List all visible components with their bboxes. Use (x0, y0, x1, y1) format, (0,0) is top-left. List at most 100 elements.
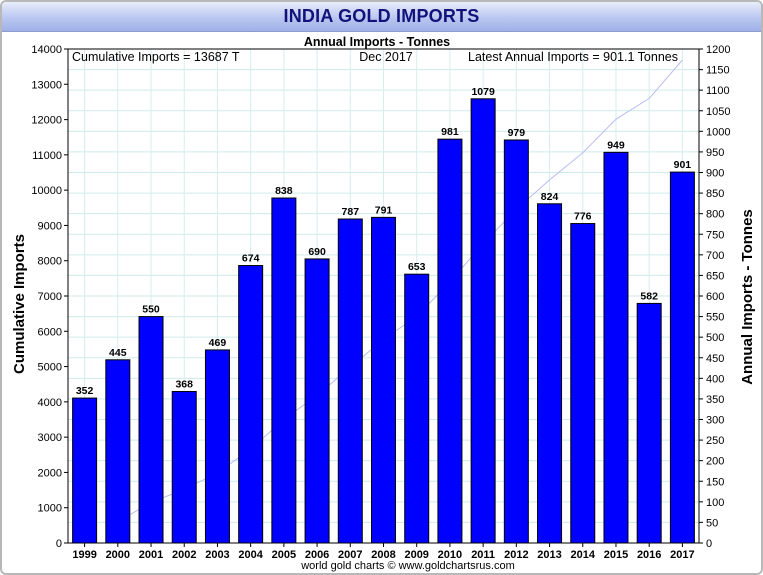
left-tick-label: 4000 (38, 397, 62, 409)
x-tick-label: 2014 (571, 549, 596, 561)
data-label-2012: 979 (508, 127, 526, 139)
data-label-2015: 949 (607, 139, 625, 151)
right-tick-label: 150 (706, 476, 724, 488)
bar-2009 (404, 273, 430, 544)
bar-2010 (437, 138, 463, 544)
data-label-2010: 981 (441, 126, 459, 138)
header-date: Dec 2017 (359, 50, 413, 64)
right-tick-label: 850 (706, 188, 724, 200)
right-tick-label: 750 (706, 229, 724, 241)
data-label-2005: 838 (275, 185, 293, 197)
right-tick-label: 1000 (706, 126, 730, 138)
bar-2016 (636, 302, 662, 544)
data-label-2004: 674 (242, 253, 260, 265)
data-label-2002: 368 (175, 379, 193, 391)
right-tick-label: 500 (706, 332, 724, 344)
x-tick-label: 2017 (670, 549, 694, 561)
right-tick-label: 200 (706, 456, 724, 468)
bar-2005 (271, 197, 297, 544)
data-label-2003: 469 (209, 337, 227, 349)
left-tick-label: 9000 (38, 220, 62, 232)
right-axis-label: Annual Imports - Tonnes (739, 209, 756, 385)
left-tick-label: 8000 (38, 256, 62, 268)
data-label-1999: 352 (76, 385, 94, 397)
right-tick-label: 1100 (706, 85, 730, 97)
data-label-2013: 824 (541, 191, 559, 203)
bar-2002 (171, 391, 197, 544)
left-tick-label: 14000 (31, 44, 62, 56)
header-cumulative-imports: Cumulative Imports = 13687 T (72, 50, 240, 64)
bar-2012 (503, 139, 529, 544)
right-tick-label: 1150 (706, 65, 730, 77)
data-label-2011: 1079 (471, 86, 495, 98)
left-tick-label: 3000 (38, 432, 62, 444)
left-tick-label: 2000 (38, 467, 62, 479)
right-tick-label: 250 (706, 435, 724, 447)
right-tick-label: 50 (706, 517, 718, 529)
x-tick-label: 2005 (272, 549, 296, 561)
left-tick-label: 6000 (38, 326, 62, 338)
bar-1999 (72, 397, 98, 544)
bar-2008 (371, 216, 396, 544)
x-tick-label: 2003 (205, 549, 229, 561)
bar-2006 (304, 258, 330, 544)
left-tick-label: 7000 (38, 291, 62, 303)
x-tick-label: 2016 (637, 549, 661, 561)
left-tick-label: 0 (56, 538, 62, 550)
data-label-2009: 653 (408, 261, 426, 273)
left-tick-label: 12000 (31, 115, 62, 127)
right-tick-label: 550 (706, 312, 724, 324)
bar-2011 (470, 98, 496, 544)
x-tick-label: 2015 (604, 549, 628, 561)
bar-2017 (669, 171, 695, 544)
x-tick-label: 2013 (537, 549, 561, 561)
header-latest-imports: Latest Annual Imports = 901.1 Tonnes (468, 50, 678, 64)
bar-2004 (238, 265, 264, 544)
right-tick-label: 0 (706, 538, 712, 550)
x-tick-label: 2012 (504, 549, 528, 561)
chart-title: INDIA GOLD IMPORTS (283, 6, 480, 26)
x-tick-label: 2009 (404, 549, 428, 561)
left-tick-label: 13000 (31, 79, 62, 91)
bar-2003 (204, 349, 230, 544)
left-tick-label: 5000 (38, 362, 62, 374)
data-label-2001: 550 (142, 304, 160, 316)
right-tick-label: 600 (706, 291, 724, 303)
right-tick-label: 900 (706, 168, 724, 180)
chart-credit: world gold charts © www.goldchartsrus.co… (300, 560, 515, 572)
left-tick-label: 10000 (31, 185, 62, 197)
x-tick-label: 2002 (172, 549, 196, 561)
data-label-2008: 791 (375, 204, 393, 216)
title-bar: INDIA GOLD IMPORTS (2, 2, 761, 32)
left-tick-label: 1000 (38, 503, 62, 515)
right-tick-label: 800 (706, 209, 724, 221)
left-axis-label: Cumulative Imports (11, 234, 28, 374)
right-tick-label: 450 (706, 353, 724, 365)
right-tick-label: 1200 (706, 44, 730, 56)
right-tick-label: 300 (706, 415, 724, 427)
x-tick-label: 2007 (338, 549, 362, 561)
right-tick-label: 950 (706, 147, 724, 159)
right-tick-label: 100 (706, 497, 724, 509)
bar-2015 (603, 151, 629, 544)
right-tick-label: 350 (706, 394, 724, 406)
x-tick-label: 2010 (438, 549, 462, 561)
right-tick-label: 400 (706, 373, 724, 385)
chart-subtitle: Annual Imports - Tonnes (304, 35, 450, 49)
right-tick-label: 650 (706, 270, 724, 282)
data-label-2000: 445 (109, 347, 127, 359)
x-tick-label: 2004 (238, 549, 263, 561)
bar-2014 (570, 223, 596, 544)
x-tick-label: 2008 (371, 549, 395, 561)
x-tick-label: 2000 (106, 549, 130, 561)
bar-2013 (537, 203, 563, 544)
x-tick-label: 1999 (72, 549, 96, 561)
data-label-2017: 901 (674, 159, 692, 171)
data-label-2016: 582 (640, 290, 658, 302)
left-tick-label: 11000 (32, 150, 62, 162)
right-tick-label: 1050 (706, 106, 730, 118)
x-tick-label: 2006 (305, 549, 329, 561)
x-tick-label: 2011 (471, 549, 495, 561)
